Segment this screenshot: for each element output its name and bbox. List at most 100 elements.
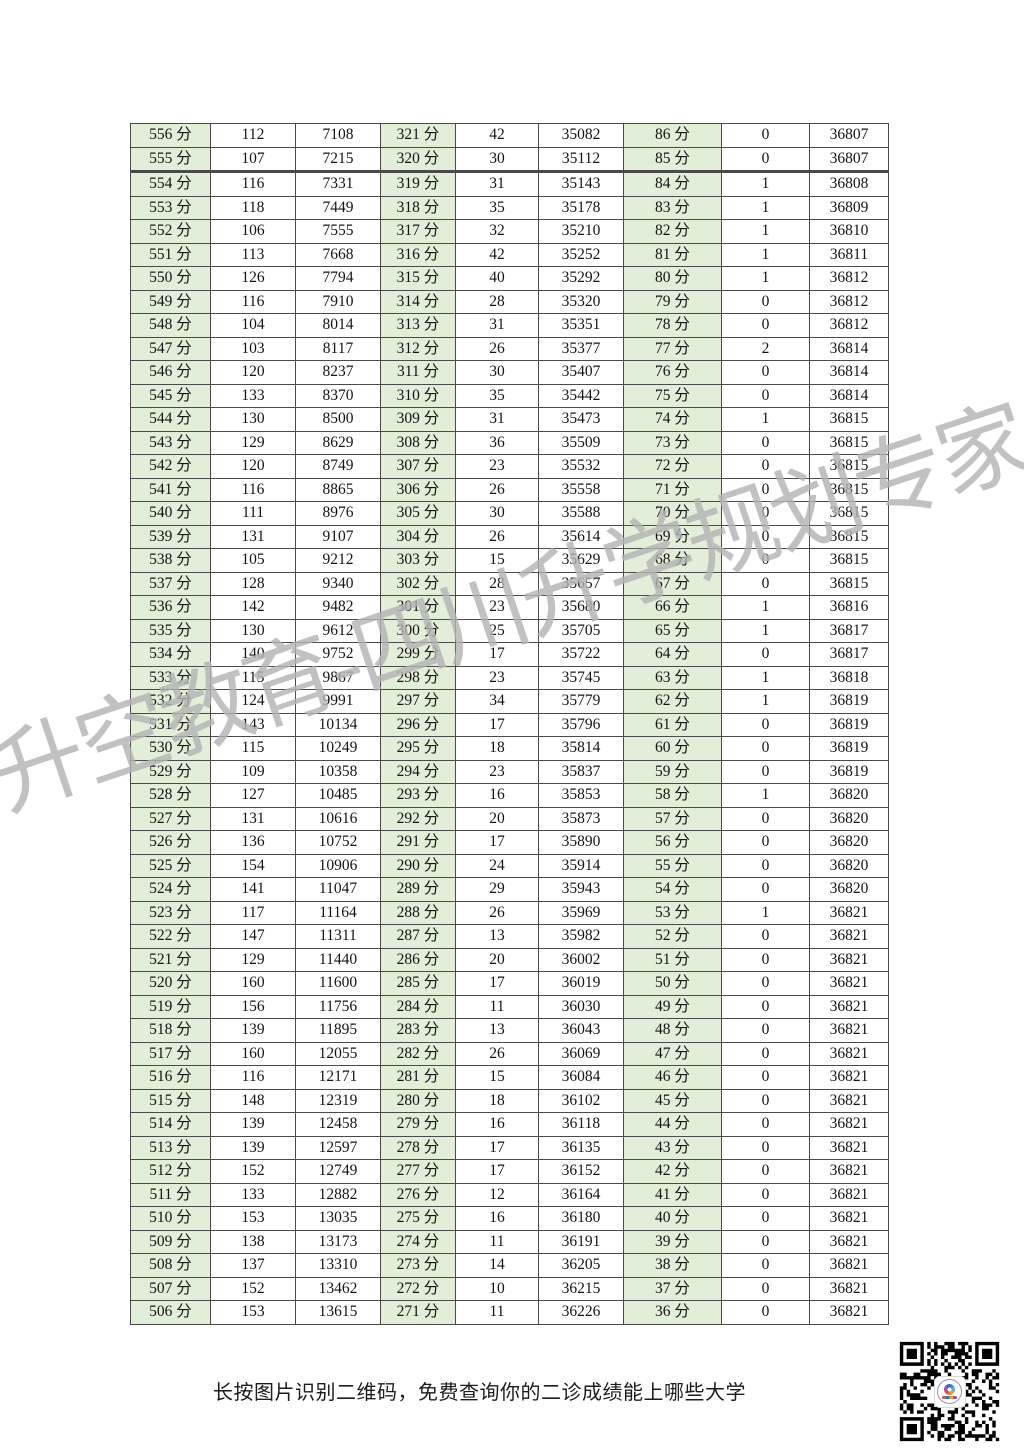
score-cell: 55 分 <box>623 853 722 878</box>
cumulative-cell: 36135 <box>538 1135 624 1160</box>
cumulative-cell: 8370 <box>295 383 381 408</box>
count-cell: 1 <box>721 689 810 714</box>
table-row: 523 分 117 11164 288 分 26 35969 53 分 1 36821 <box>130 900 889 925</box>
table-row: 526 分 136 10752 291 分 17 35890 56 分 0 36820 <box>130 830 889 855</box>
count-cell: 11 <box>455 1229 539 1254</box>
count-cell: 0 <box>721 971 810 996</box>
cumulative-cell: 10358 <box>295 759 381 784</box>
score-cell: 275 分 <box>380 1206 456 1231</box>
score-cell: 58 分 <box>623 783 722 808</box>
count-cell: 23 <box>455 665 539 690</box>
count-cell: 0 <box>721 1112 810 1137</box>
count-cell: 0 <box>721 524 810 549</box>
score-cell: 516 分 <box>130 1065 211 1090</box>
score-cell: 46 分 <box>623 1065 722 1090</box>
count-cell: 0 <box>721 736 810 761</box>
cumulative-cell: 36820 <box>809 830 889 855</box>
count-cell: 152 <box>210 1159 296 1184</box>
cumulative-cell: 8014 <box>295 313 381 338</box>
cumulative-cell: 12597 <box>295 1135 381 1160</box>
qr-code[interactable] <box>893 1335 1006 1448</box>
score-cell: 507 分 <box>130 1276 211 1301</box>
cumulative-cell: 36820 <box>809 806 889 831</box>
score-cell: 63 分 <box>623 665 722 690</box>
count-cell: 1 <box>721 242 810 267</box>
cumulative-cell: 36821 <box>809 1135 889 1160</box>
score-cell: 57 分 <box>623 806 722 831</box>
score-cell: 277 分 <box>380 1159 456 1184</box>
table-row: 521 分 129 11440 286 分 20 36002 51 分 0 36821 <box>130 947 889 972</box>
table-row: 518 分 139 11895 283 分 13 36043 48 分 0 36821 <box>130 1018 889 1043</box>
cumulative-cell: 35629 <box>538 548 624 573</box>
count-cell: 129 <box>210 947 296 972</box>
count-cell: 124 <box>210 689 296 714</box>
footer-caption: 长按图片识别二维码，免费查询你的二诊成绩能上哪些大学 <box>213 1382 746 1404</box>
cumulative-cell: 36821 <box>809 1088 889 1113</box>
count-cell: 12 <box>455 1182 539 1207</box>
count-cell: 18 <box>455 736 539 761</box>
cumulative-cell: 13615 <box>295 1300 381 1325</box>
score-cell: 527 分 <box>130 806 211 831</box>
cumulative-cell: 36819 <box>809 712 889 737</box>
count-cell: 17 <box>455 712 539 737</box>
count-cell: 1 <box>721 900 810 925</box>
table-row: 534 分 140 9752 299 分 17 35722 64 分 0 36817 <box>130 642 889 667</box>
cumulative-cell: 36205 <box>538 1253 624 1278</box>
score-cell: 528 分 <box>130 783 211 808</box>
score-cell: 551 分 <box>130 242 211 267</box>
score-cell: 79 分 <box>623 289 722 314</box>
cumulative-cell: 36002 <box>538 947 624 972</box>
cumulative-cell: 36812 <box>809 313 889 338</box>
score-cell: 508 分 <box>130 1253 211 1278</box>
count-cell: 0 <box>721 123 810 148</box>
cumulative-cell: 35873 <box>538 806 624 831</box>
cumulative-cell: 36820 <box>809 853 889 878</box>
count-cell: 11 <box>455 1300 539 1325</box>
count-cell: 23 <box>455 454 539 479</box>
cumulative-cell: 35705 <box>538 618 624 643</box>
score-cell: 544 分 <box>130 407 211 432</box>
count-cell: 0 <box>721 548 810 573</box>
cumulative-cell: 36821 <box>809 1300 889 1325</box>
cumulative-cell: 36817 <box>809 618 889 643</box>
score-cell: 274 分 <box>380 1229 456 1254</box>
score-cell: 529 分 <box>130 759 211 784</box>
cumulative-cell: 8500 <box>295 407 381 432</box>
score-cell: 50 分 <box>623 971 722 996</box>
score-cell: 39 分 <box>623 1229 722 1254</box>
score-cell: 43 分 <box>623 1135 722 1160</box>
cumulative-cell: 9212 <box>295 548 381 573</box>
count-cell: 0 <box>721 146 810 173</box>
count-cell: 104 <box>210 313 296 338</box>
cumulative-cell: 9107 <box>295 524 381 549</box>
count-cell: 142 <box>210 595 296 620</box>
cumulative-cell: 35112 <box>538 146 624 173</box>
count-cell: 26 <box>455 524 539 549</box>
cumulative-cell: 13462 <box>295 1276 381 1301</box>
count-cell: 28 <box>455 289 539 314</box>
count-cell: 17 <box>455 1135 539 1160</box>
count-cell: 29 <box>455 877 539 902</box>
score-cell: 85 分 <box>623 146 722 173</box>
count-cell: 116 <box>210 171 296 197</box>
cumulative-cell: 35814 <box>538 736 624 761</box>
count-cell: 120 <box>210 360 296 385</box>
score-cell: 40 分 <box>623 1206 722 1231</box>
table-row: 532 分 124 9991 297 分 34 35779 62 分 1 36819 <box>130 689 889 714</box>
cumulative-cell: 36821 <box>809 1229 889 1254</box>
count-cell: 0 <box>721 1018 810 1043</box>
score-cell: 519 分 <box>130 994 211 1019</box>
score-cell: 554 分 <box>130 171 211 197</box>
score-cell: 283 分 <box>380 1018 456 1043</box>
cumulative-cell: 35252 <box>538 242 624 267</box>
count-cell: 133 <box>210 1182 296 1207</box>
cumulative-cell: 36815 <box>809 407 889 432</box>
score-cell: 316 分 <box>380 242 456 267</box>
count-cell: 35 <box>455 383 539 408</box>
count-cell: 0 <box>721 571 810 596</box>
count-cell: 0 <box>721 313 810 338</box>
table-row: 538 分 105 9212 303 分 15 35629 68 分 0 36815 <box>130 548 889 573</box>
count-cell: 0 <box>721 1300 810 1325</box>
